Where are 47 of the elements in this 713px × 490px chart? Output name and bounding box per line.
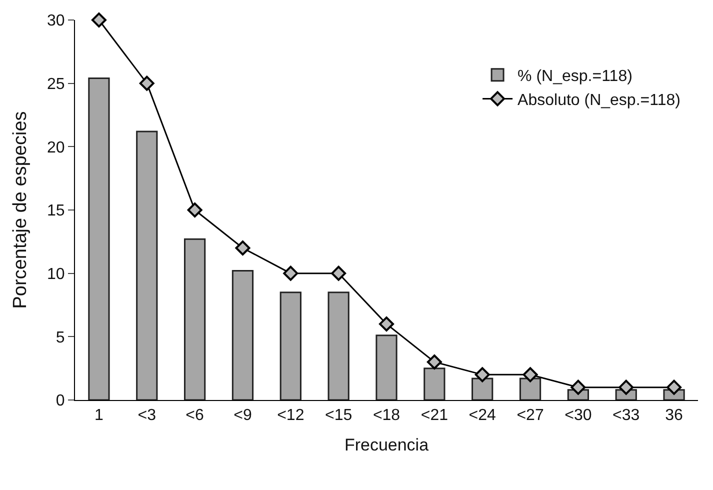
bar bbox=[232, 270, 254, 400]
point bbox=[235, 240, 250, 256]
x-tick-label: <3 bbox=[138, 407, 156, 424]
x-tick-label: <15 bbox=[325, 407, 352, 424]
bar bbox=[472, 378, 494, 400]
bar bbox=[184, 238, 206, 400]
x-axis-title: Frecuencia bbox=[344, 436, 430, 455]
point bbox=[331, 266, 346, 281]
y-tick-label: 15 bbox=[47, 202, 65, 220]
point bbox=[379, 316, 394, 332]
point bbox=[139, 76, 154, 91]
y-tick-label: 0 bbox=[56, 392, 65, 410]
legend-label: % (N_esp.=118) bbox=[518, 68, 632, 86]
x-tick-label: <9 bbox=[234, 407, 252, 424]
point bbox=[618, 380, 634, 395]
point bbox=[666, 380, 682, 395]
legend-label: Absoluto (N_esp.=118) bbox=[518, 92, 680, 109]
x-tick-label: <18 bbox=[372, 407, 400, 424]
y-tick-label: 5 bbox=[56, 329, 65, 346]
x-tick-label: <30 bbox=[564, 407, 592, 424]
x-tick-label: <21 bbox=[420, 407, 448, 424]
x-tick-label: <6 bbox=[186, 407, 204, 424]
x-tick-label: <12 bbox=[277, 407, 304, 424]
bar bbox=[424, 368, 446, 400]
point bbox=[426, 354, 442, 370]
bar bbox=[519, 378, 542, 400]
y-tick-label: 10 bbox=[47, 266, 65, 283]
point bbox=[91, 12, 106, 28]
y-tick-label: 30 bbox=[47, 12, 65, 30]
point bbox=[522, 367, 538, 382]
y-axis-title: Porcentaje de especies bbox=[10, 111, 31, 309]
bar bbox=[328, 292, 350, 400]
x-tick-label: <27 bbox=[516, 407, 544, 424]
point bbox=[187, 202, 202, 218]
x-tick-label: <33 bbox=[612, 407, 640, 424]
bar bbox=[136, 130, 158, 400]
bar bbox=[88, 78, 110, 400]
y-tick-label: 25 bbox=[47, 76, 65, 93]
x-tick-label: 1 bbox=[94, 407, 104, 424]
point bbox=[570, 380, 586, 395]
bar bbox=[376, 334, 398, 400]
bar bbox=[280, 292, 302, 400]
x-tick-label: 36 bbox=[665, 407, 684, 424]
point bbox=[474, 367, 490, 382]
x-tick-label: <24 bbox=[468, 407, 496, 424]
point bbox=[283, 266, 298, 281]
y-tick-label: 20 bbox=[47, 139, 65, 156]
